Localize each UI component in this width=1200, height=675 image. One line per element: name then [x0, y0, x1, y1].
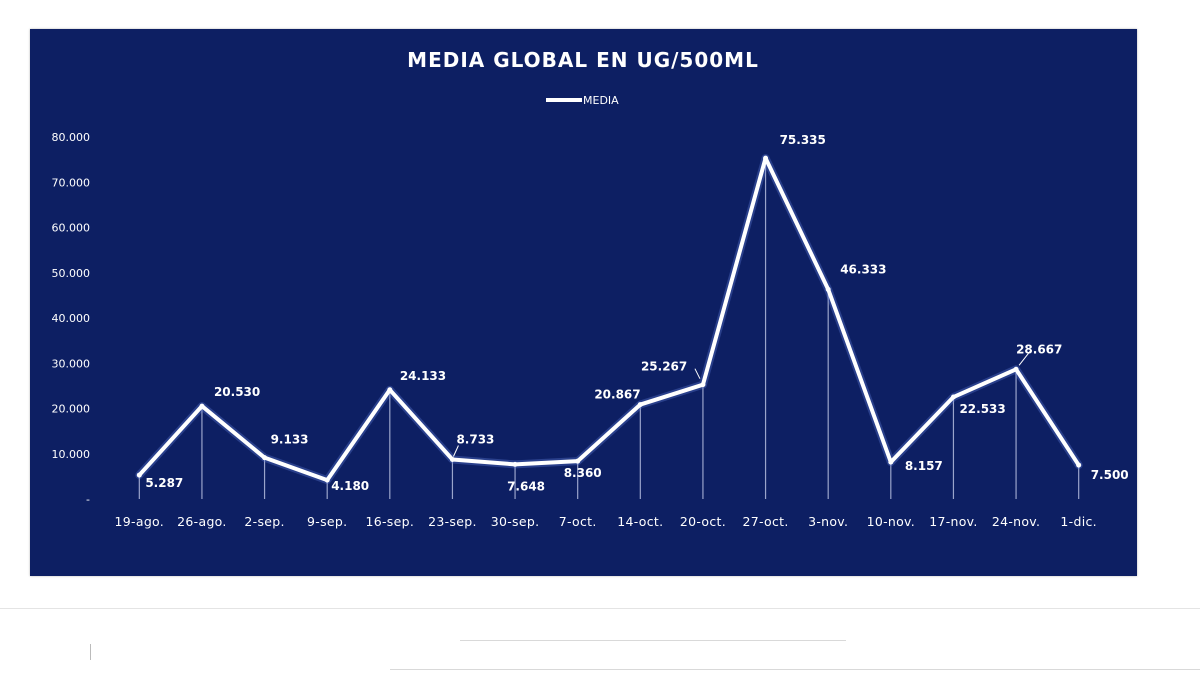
data-point: [888, 459, 894, 465]
data-label: 9.133: [271, 433, 309, 447]
data-label: 25.267: [641, 360, 687, 374]
data-point: [199, 403, 205, 409]
data-label: 7.500: [1091, 468, 1129, 482]
data-labels: 5.287 20.530 9.133 4.180 24.133 8.733 7.648 8.3…: [145, 133, 1128, 493]
x-tick-label: 7-oct.: [559, 514, 597, 529]
drop-lines: [138, 158, 1080, 499]
data-label: 4.180: [331, 479, 369, 493]
data-label: 75.335: [780, 133, 826, 147]
y-tick-label: 40.000: [52, 312, 91, 325]
label-leader-line: [694, 368, 701, 379]
label-leader-line: [452, 445, 459, 457]
y-tick-label: 60.000: [52, 222, 91, 235]
data-point: [700, 382, 706, 388]
data-label: 24.133: [400, 369, 446, 383]
series-media: [135, 154, 1083, 485]
data-point: [1076, 462, 1082, 468]
data-label: 7.648: [507, 479, 545, 493]
page-divider: [0, 608, 1200, 609]
x-tick-label: 16-sep.: [365, 514, 414, 529]
data-point: [324, 477, 330, 483]
x-tick-label: 20-oct.: [680, 514, 726, 529]
y-tick-label: 20.000: [52, 403, 91, 416]
data-point: [512, 461, 518, 467]
y-tick-label: -: [86, 493, 90, 506]
data-point: [637, 402, 643, 408]
x-tick-label: 17-nov.: [929, 514, 978, 529]
data-label: 8.360: [564, 466, 602, 480]
label-leader-line: [1018, 350, 1031, 366]
x-tick-label: 1-dic.: [1060, 514, 1097, 529]
data-label: 20.867: [594, 388, 640, 402]
chart-panel: MEDIA GLOBAL EN UG/500ML MEDIA - 10.000 20…: [30, 29, 1137, 576]
y-tick-label: 50.000: [52, 267, 91, 280]
y-tick-label: 80.000: [52, 131, 91, 144]
data-label: 8.157: [905, 459, 943, 473]
y-axis: - 10.000 20.000 30.000 40.000 50.000 60.000 70.…: [52, 131, 91, 506]
data-label: 8.733: [456, 432, 494, 446]
data-point: [1013, 366, 1019, 372]
data-point: [262, 455, 268, 461]
x-tick-label: 26-ago.: [177, 514, 227, 529]
x-tick-label: 10-nov.: [867, 514, 916, 529]
x-tick-label: 14-oct.: [617, 514, 663, 529]
data-label: 28.667: [1016, 342, 1062, 356]
x-tick-label: 30-sep.: [491, 514, 540, 529]
data-point: [449, 456, 455, 462]
data-point: [387, 387, 393, 393]
data-label: 22.533: [959, 402, 1005, 416]
series-line: [137, 156, 1081, 483]
chart-title: MEDIA GLOBAL EN UG/500ML: [407, 48, 759, 72]
page-divider: [390, 669, 1200, 670]
x-tick-label: 23-sep.: [428, 514, 477, 529]
data-point: [575, 458, 581, 464]
line-chart: MEDIA GLOBAL EN UG/500ML MEDIA - 10.000 20…: [52, 48, 1129, 529]
data-label: 20.530: [214, 385, 260, 399]
x-axis: 19-ago. 26-ago. 2-sep. 9-sep. 16-sep. 23-sep.…: [115, 514, 1097, 529]
x-tick-label: 27-oct.: [742, 514, 788, 529]
x-tick-label: 2-sep.: [244, 514, 284, 529]
legend: MEDIA: [546, 94, 619, 107]
data-label: 5.287: [145, 476, 183, 490]
y-tick-label: 10.000: [52, 448, 91, 461]
y-tick-label: 30.000: [52, 357, 91, 370]
y-tick-label: 70.000: [52, 176, 91, 189]
data-point: [136, 472, 142, 478]
page-divider: [460, 640, 846, 641]
data-label: 46.333: [840, 262, 886, 276]
x-tick-label: 3-nov.: [808, 514, 848, 529]
x-tick-label: 9-sep.: [307, 514, 347, 529]
text-cursor: [90, 644, 91, 660]
data-point: [763, 155, 769, 161]
data-point: [825, 286, 831, 292]
x-tick-label: 19-ago.: [115, 514, 165, 529]
data-point: [950, 394, 956, 400]
x-tick-label: 24-nov.: [992, 514, 1041, 529]
legend-label: MEDIA: [583, 94, 619, 107]
